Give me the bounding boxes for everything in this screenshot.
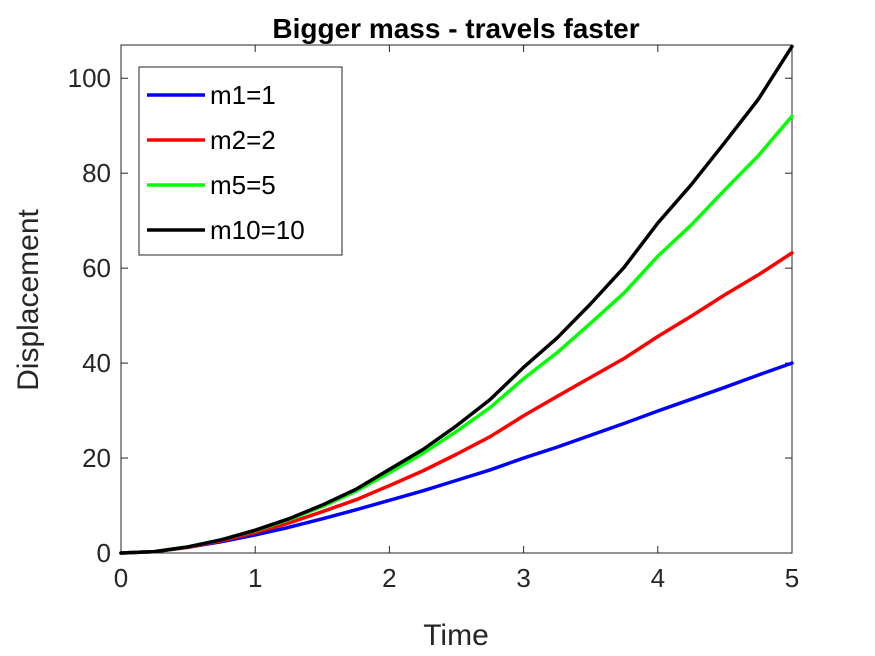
series-line-m10-10 (119, 44, 794, 555)
legend-label: m10=10 (210, 215, 305, 245)
x-tick-label: 1 (248, 563, 262, 593)
x-tick-label: 0 (114, 563, 128, 593)
y-tick-label: 100 (68, 63, 111, 93)
y-tick-label: 20 (82, 443, 111, 473)
legend: m1=1 m2=2 m5=5 m10=10 (138, 66, 343, 256)
legend-label: m5=5 (210, 170, 276, 200)
legend-label: m1=1 (210, 80, 276, 110)
x-tick-label: 5 (785, 563, 799, 593)
x-axis-title: Time (423, 619, 489, 652)
x-tick-label: 2 (382, 563, 396, 593)
y-tick-label: 0 (97, 538, 111, 568)
legend-label: m2=2 (210, 125, 276, 155)
x-tick-label: 3 (516, 563, 530, 593)
chart-title: Bigger mass - travels faster (272, 13, 639, 44)
series-lines (119, 44, 794, 555)
x-tick-label: 4 (651, 563, 665, 593)
legend-box (138, 66, 343, 256)
y-axis-title: Displacement (12, 208, 45, 390)
y-tick-label: 80 (82, 158, 111, 188)
y-tick-label: 40 (82, 348, 111, 378)
y-tick-label: 60 (82, 253, 111, 283)
